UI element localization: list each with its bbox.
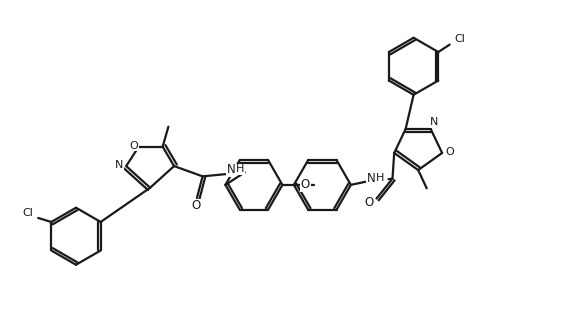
- Text: O: O: [446, 147, 455, 157]
- Text: N: N: [367, 172, 376, 185]
- Text: O: O: [301, 179, 310, 191]
- Text: Cl: Cl: [455, 34, 466, 44]
- Text: N: N: [227, 163, 235, 176]
- Text: H: H: [236, 164, 245, 175]
- Text: O: O: [130, 141, 138, 150]
- Text: N: N: [430, 117, 439, 127]
- Text: O: O: [364, 196, 373, 208]
- Text: O: O: [191, 200, 200, 212]
- Text: Cl: Cl: [22, 208, 33, 218]
- Text: N: N: [115, 160, 123, 170]
- Text: H: H: [377, 173, 385, 183]
